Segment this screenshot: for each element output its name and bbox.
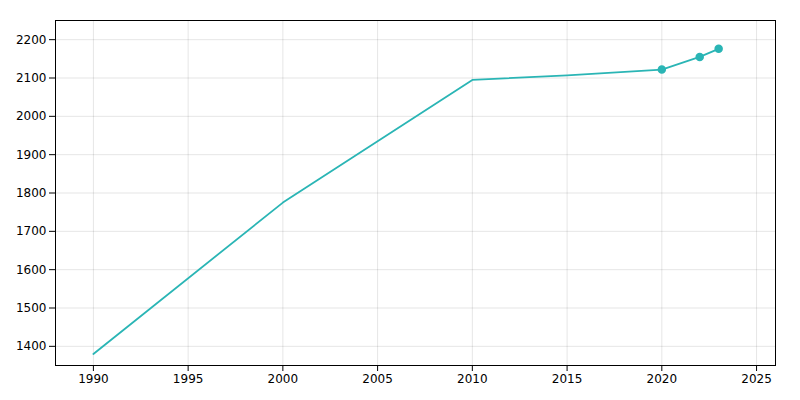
svg-text:2015: 2015 [552,372,583,386]
svg-text:2005: 2005 [362,372,393,386]
svg-text:2000: 2000 [16,109,47,123]
svg-text:1500: 1500 [16,301,47,315]
svg-text:1995: 1995 [173,372,204,386]
svg-text:2010: 2010 [457,372,488,386]
svg-text:1800: 1800 [16,186,47,200]
svg-text:2025: 2025 [741,372,772,386]
svg-text:1700: 1700 [16,224,47,238]
svg-text:2000: 2000 [268,372,299,386]
svg-text:1600: 1600 [16,263,47,277]
svg-text:2020: 2020 [647,372,678,386]
svg-text:1400: 1400 [16,339,47,353]
svg-text:1990: 1990 [78,372,109,386]
svg-text:2200: 2200 [16,33,47,47]
svg-text:2100: 2100 [16,71,47,85]
svg-text:1900: 1900 [16,148,47,162]
